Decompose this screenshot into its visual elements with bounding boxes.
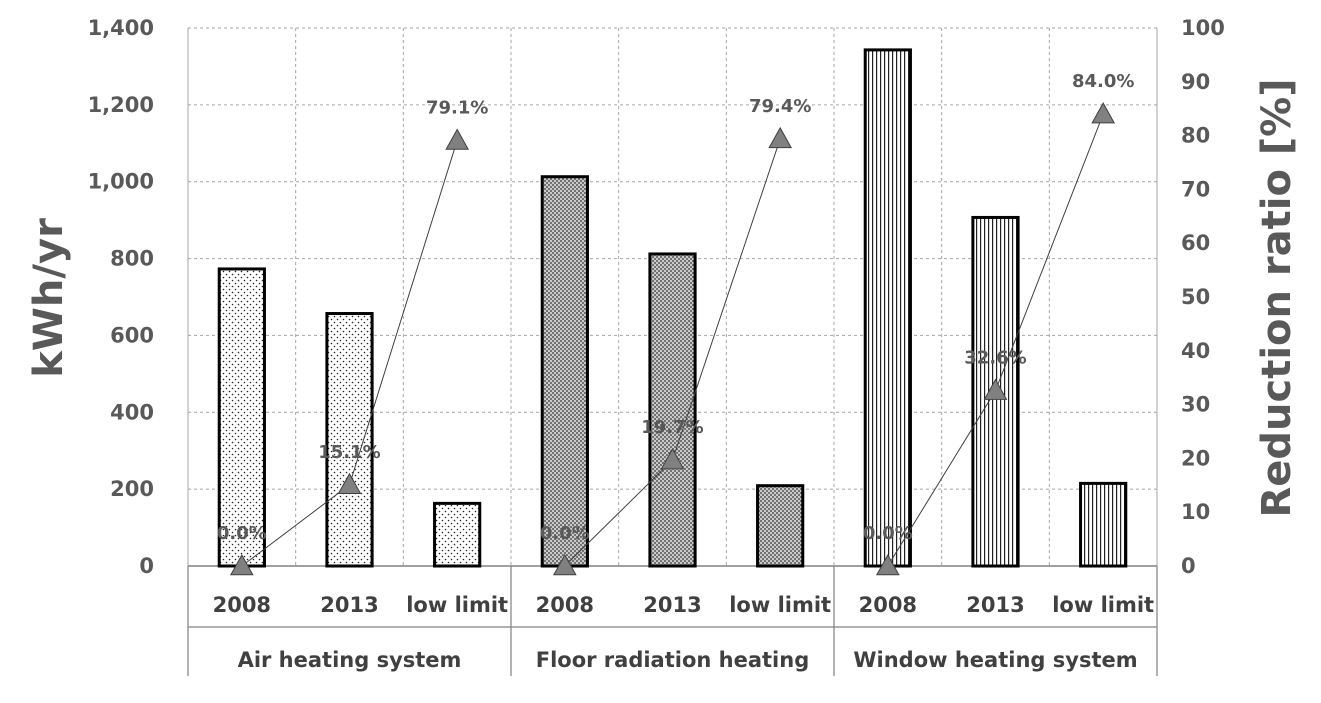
data-label: 32.6% <box>964 348 1026 369</box>
group-label: Floor radiation heating <box>536 648 810 672</box>
bar <box>540 175 589 568</box>
category-label: 2013 <box>966 593 1024 617</box>
bar <box>863 48 912 568</box>
bars <box>217 48 1128 568</box>
triangle-marker <box>983 378 1008 400</box>
y-left-tick-label: 200 <box>110 477 154 501</box>
bar <box>217 267 266 568</box>
bar <box>756 484 805 568</box>
y-left-tick-label: 1,200 <box>88 93 154 117</box>
bar <box>433 501 482 568</box>
y-right-tick-label: 20 <box>1181 446 1210 470</box>
triangle-marker <box>552 553 577 576</box>
y-right-tick-label: 10 <box>1181 500 1210 524</box>
group-label: Window heating system <box>853 648 1137 672</box>
category-label: 2008 <box>536 593 594 617</box>
y-left-tick-label: 1,000 <box>88 170 154 194</box>
category-label: low limit <box>729 593 831 617</box>
category-label: 2008 <box>859 593 917 617</box>
y-right-tick-label: 100 <box>1181 16 1225 40</box>
grid <box>187 27 1158 566</box>
y-left-tick-label: 1,400 <box>88 16 154 40</box>
y-right-tick-label: 50 <box>1181 285 1210 309</box>
triangle-marker <box>1091 102 1116 124</box>
data-label: 0.0% <box>863 523 913 544</box>
triangle-marker <box>445 128 470 150</box>
data-label: 15.1% <box>318 442 380 463</box>
bar <box>1079 481 1128 568</box>
category-label: 2008 <box>213 593 271 617</box>
bar <box>648 252 697 568</box>
triangle-marker <box>229 553 254 576</box>
category-label: low limit <box>1052 593 1154 617</box>
category-label: low limit <box>406 593 508 617</box>
category-label: 2013 <box>643 593 701 617</box>
y-left-tick-label: 400 <box>110 400 154 424</box>
y-right-tick-label: 30 <box>1181 393 1210 417</box>
data-label: 19.7% <box>641 417 703 438</box>
bar <box>325 312 374 568</box>
triangle-marker <box>768 126 793 149</box>
data-label: 0.0% <box>540 523 590 544</box>
y-left-tick-label: 600 <box>110 323 154 347</box>
labels: 0 200 400 600 800 1,000 1,200 1,400 0 10 20 30 40 50 6… <box>88 16 1225 672</box>
y-right-tick-label: 0 <box>1181 554 1196 578</box>
data-label: 79.1% <box>426 97 488 118</box>
y-right-tick-label: 90 <box>1181 70 1210 94</box>
triangle-marker <box>660 447 685 470</box>
reduction-line <box>229 102 1116 576</box>
y-right-tick-label: 40 <box>1181 339 1210 363</box>
y-left-tick-label: 0 <box>139 554 154 578</box>
triangle-marker <box>337 472 362 495</box>
group-label: Air heating system <box>238 648 462 672</box>
y-axis-left-label: kWh/yr <box>26 218 72 378</box>
y-right-tick-label: 60 <box>1181 231 1210 255</box>
y-axis-right-label: Reduction ratio [%] <box>1254 78 1300 517</box>
y-right-tick-label: 70 <box>1181 177 1210 201</box>
y-left-tick-label: 800 <box>110 247 154 271</box>
data-label: 79.4% <box>749 96 811 117</box>
data-label: 0.0% <box>217 523 267 544</box>
triangle-marker <box>875 553 900 576</box>
data-label: 84.0% <box>1072 71 1134 92</box>
y-right-tick-label: 80 <box>1181 124 1210 148</box>
category-label: 2013 <box>320 593 378 617</box>
